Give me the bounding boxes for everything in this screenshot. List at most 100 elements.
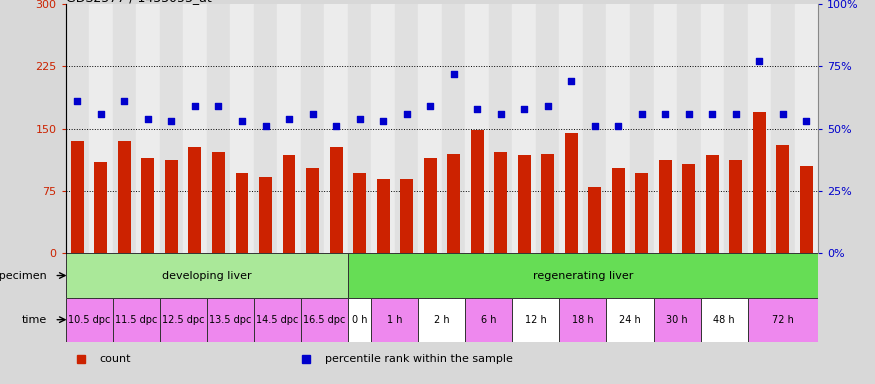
Bar — [771, 4, 794, 253]
Bar — [160, 4, 183, 253]
Bar — [518, 155, 530, 253]
Bar — [283, 155, 296, 253]
Point — [282, 116, 296, 122]
Bar — [395, 4, 418, 253]
Bar — [583, 4, 606, 253]
Bar — [559, 298, 606, 342]
Bar — [606, 4, 630, 253]
Bar — [277, 4, 301, 253]
Bar — [212, 152, 225, 253]
Bar — [654, 298, 701, 342]
Text: 12.5 dpc: 12.5 dpc — [162, 314, 205, 325]
Bar — [776, 145, 789, 253]
Text: 10.5 dpc: 10.5 dpc — [68, 314, 110, 325]
Point — [70, 98, 84, 104]
Bar — [71, 141, 84, 253]
Bar — [206, 298, 254, 342]
Point — [493, 111, 507, 117]
Point — [776, 111, 790, 117]
Text: 11.5 dpc: 11.5 dpc — [115, 314, 158, 325]
Text: regenerating liver: regenerating liver — [533, 270, 634, 281]
Bar — [66, 298, 113, 342]
Bar — [301, 298, 348, 342]
Bar — [418, 4, 442, 253]
Text: 18 h: 18 h — [572, 314, 594, 325]
Point — [329, 123, 343, 129]
Bar — [682, 164, 696, 253]
Bar — [513, 298, 559, 342]
Point — [212, 103, 226, 109]
Bar — [606, 298, 654, 342]
Bar — [89, 4, 113, 253]
Text: GDS2577 / 1433053_at: GDS2577 / 1433053_at — [66, 0, 212, 4]
Bar — [306, 168, 319, 253]
Bar — [794, 4, 818, 253]
Bar — [188, 147, 201, 253]
Bar — [354, 173, 366, 253]
Bar — [254, 298, 301, 342]
Text: 13.5 dpc: 13.5 dpc — [209, 314, 251, 325]
Point — [705, 111, 719, 117]
Bar — [701, 298, 747, 342]
Bar — [466, 4, 489, 253]
Point — [353, 116, 367, 122]
Point — [658, 111, 672, 117]
Bar — [371, 4, 395, 253]
Point — [752, 58, 766, 65]
Bar — [371, 298, 418, 342]
Bar — [471, 130, 484, 253]
Bar — [659, 160, 672, 253]
Point — [376, 118, 390, 124]
Bar — [259, 177, 272, 253]
Point — [235, 118, 249, 124]
Text: 24 h: 24 h — [620, 314, 640, 325]
Point — [800, 118, 814, 124]
Bar — [466, 298, 513, 342]
Bar — [559, 4, 583, 253]
Text: 14.5 dpc: 14.5 dpc — [256, 314, 298, 325]
Point — [729, 111, 743, 117]
Bar — [701, 4, 724, 253]
Bar — [612, 168, 625, 253]
Point — [117, 98, 131, 104]
Bar — [447, 154, 460, 253]
Bar — [330, 147, 342, 253]
Text: count: count — [100, 354, 131, 364]
Text: 1 h: 1 h — [387, 314, 402, 325]
Bar — [630, 4, 654, 253]
Bar — [424, 158, 437, 253]
Bar — [730, 160, 742, 253]
Bar — [747, 4, 771, 253]
Bar — [118, 141, 131, 253]
Bar — [325, 4, 348, 253]
Text: 2 h: 2 h — [434, 314, 450, 325]
Bar — [136, 4, 160, 253]
Point — [612, 123, 626, 129]
Text: 30 h: 30 h — [666, 314, 688, 325]
Text: 48 h: 48 h — [713, 314, 735, 325]
Bar — [536, 4, 559, 253]
Text: 16.5 dpc: 16.5 dpc — [303, 314, 346, 325]
Bar — [706, 155, 718, 253]
Bar — [752, 112, 766, 253]
Bar — [489, 4, 513, 253]
Bar — [635, 173, 648, 253]
Bar — [235, 173, 248, 253]
Bar — [418, 298, 466, 342]
Point — [141, 116, 155, 122]
Bar — [494, 152, 507, 253]
Text: 0 h: 0 h — [352, 314, 367, 325]
Bar — [165, 160, 178, 253]
Point — [258, 123, 272, 129]
Point — [400, 111, 414, 117]
Point — [634, 111, 648, 117]
Point — [541, 103, 555, 109]
Bar — [747, 298, 818, 342]
Bar — [800, 166, 813, 253]
Bar — [142, 158, 154, 253]
Point — [424, 103, 438, 109]
Bar — [66, 4, 89, 253]
Bar — [301, 4, 325, 253]
Point — [588, 123, 602, 129]
Bar — [442, 4, 466, 253]
